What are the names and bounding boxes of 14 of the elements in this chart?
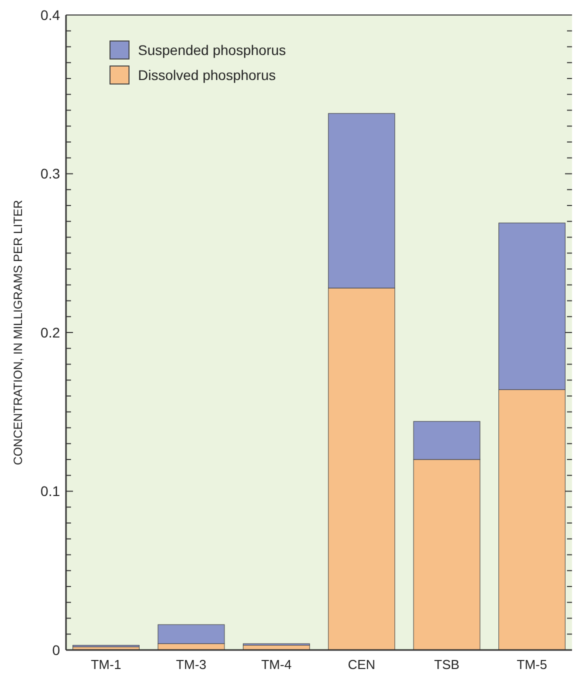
y-tick-label: 0 xyxy=(52,642,60,658)
x-tick-label: TM-3 xyxy=(176,657,206,672)
x-tick-label: TM-5 xyxy=(516,657,548,672)
x-tick-label: TM-4 xyxy=(261,657,292,672)
legend-label: Suspended phosphorus xyxy=(138,42,286,58)
y-tick-label: 0.3 xyxy=(40,166,60,182)
x-tick-label: CEN xyxy=(348,657,376,672)
x-tick-label: TM-1 xyxy=(90,657,122,672)
y-tick-label: 0.4 xyxy=(40,6,60,23)
y-axis-title: CONCENTRATION, IN MILLIGRAMS PER LITER xyxy=(11,200,25,466)
y-tick-label: 0.1 xyxy=(40,483,60,500)
x-tick-label: TSB xyxy=(434,657,460,672)
legend-label: Dissolved phosphorus xyxy=(138,66,276,83)
y-tick-label: 0.2 xyxy=(40,324,60,340)
